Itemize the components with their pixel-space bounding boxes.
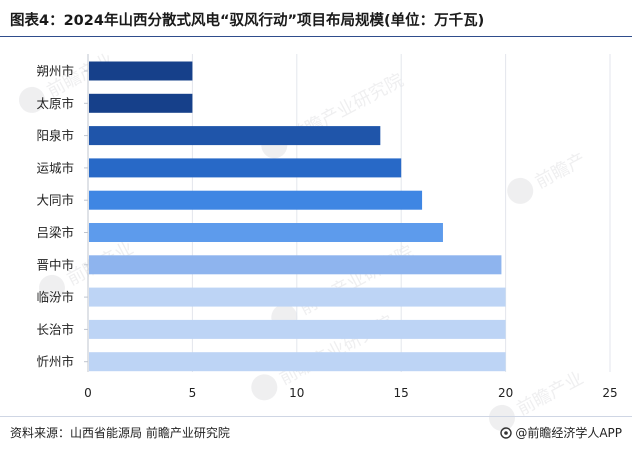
x-tick-label: 25 <box>602 386 617 400</box>
category-label: 太原市 <box>36 96 74 111</box>
bar <box>89 319 506 339</box>
bar <box>89 190 423 210</box>
category-label: 长治市 <box>36 322 74 337</box>
source-note: 资料来源：山西省能源局 前瞻产业研究院 <box>10 426 230 440</box>
x-tick-label: 10 <box>289 386 304 400</box>
bar <box>89 287 506 307</box>
category-label: 运城市 <box>36 160 74 175</box>
bar <box>89 255 502 275</box>
x-tick-label: 5 <box>189 386 197 400</box>
category-label: 朔州市 <box>36 64 74 79</box>
brand-credit: @前瞻经济学人APP <box>500 424 622 441</box>
title-divider <box>0 36 632 37</box>
x-tick-label: 0 <box>84 386 92 400</box>
bar <box>89 223 443 242</box>
chart-title: 图表4：2024年山西分散式风电“驭风行动”项目布局规模(单位：万千瓦) <box>10 13 485 29</box>
bar <box>89 126 381 146</box>
footer: 资料来源：山西省能源局 前瞻产业研究院 @前瞻经济学人APP <box>0 416 632 452</box>
bar <box>89 93 193 113</box>
bar <box>89 61 193 81</box>
qianzhan-logo-icon <box>500 426 513 439</box>
category-label: 临汾市 <box>36 290 74 305</box>
category-label: 晋中市 <box>36 257 74 272</box>
brand-text: @前瞻经济学人APP <box>515 426 622 440</box>
category-label: 吕梁市 <box>36 225 74 240</box>
bar <box>89 352 506 372</box>
category-label: 阳泉市 <box>36 128 74 143</box>
category-label: 忻州市 <box>36 354 74 369</box>
x-tick-label: 20 <box>498 386 513 400</box>
x-tick-label: 15 <box>394 386 409 400</box>
category-label: 大同市 <box>36 193 74 208</box>
bar <box>89 158 402 178</box>
